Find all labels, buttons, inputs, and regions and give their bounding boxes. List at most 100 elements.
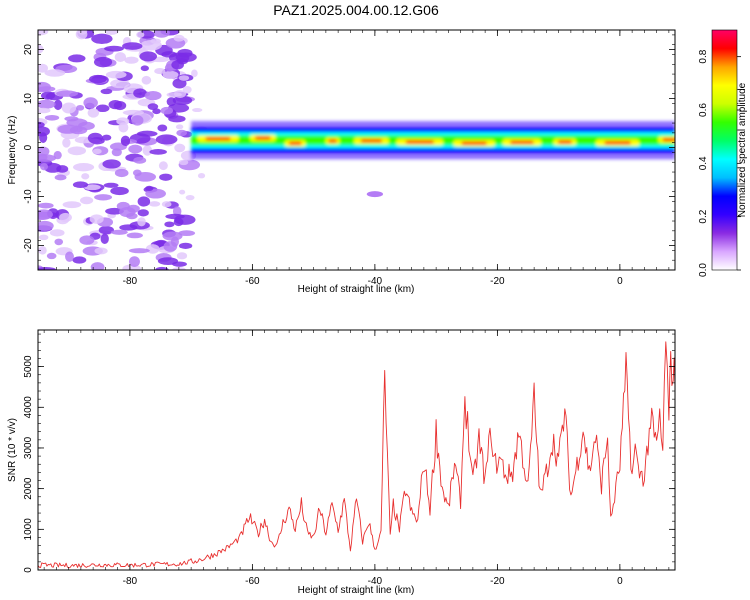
spectrogram-noise-blob: [38, 107, 51, 114]
spectrogram-noise-blob: [38, 234, 49, 241]
spectrogram-noise-blob: [80, 196, 94, 205]
snr-x-tick-label: -80: [123, 576, 138, 587]
signal-core-red: [254, 136, 271, 140]
snr-x-tick-label: -40: [368, 576, 383, 587]
spectrogram-noise-blob: [93, 56, 113, 68]
spectrogram-noise-blob: [139, 51, 158, 62]
spectrogram-noise-blob: [145, 188, 166, 199]
spectrogram-noise-blob: [128, 248, 150, 254]
spectrogram-noise-blob: [144, 90, 162, 101]
spectrogram-noise-blob: [173, 34, 185, 42]
spectrogram-noise-blob: [122, 42, 143, 50]
spectrogram-noise-blob: [128, 144, 143, 154]
spectrogram-noise-blob: [53, 99, 63, 111]
spectrogram-heatmap: [38, 30, 675, 270]
colorbar-ticks: 0.0 0.2 0.4 0.6 0.8: [698, 49, 741, 277]
spectrogram-x-tick-label: -60: [245, 276, 260, 287]
spectrogram-noise-blob: [38, 30, 49, 36]
spectrogram-noise-blob: [131, 115, 144, 126]
signal-core-red: [461, 141, 487, 145]
spectrogram-noise-blob: [182, 85, 192, 94]
spectrogram-noise-blob: [153, 30, 170, 38]
spectrogram-noise-blob: [176, 252, 188, 260]
spectrogram-noise-blob: [122, 109, 144, 116]
spectrogram-noise-blob: [38, 246, 47, 255]
spectrogram-noise-blob: [44, 162, 62, 173]
colorbar-tick-label: 0.0: [698, 263, 709, 277]
spectrogram-noise-blob: [178, 75, 190, 81]
colorbar-scale: [711, 29, 738, 271]
spectrogram-noise-blob: [38, 154, 57, 162]
spectrogram-y-tick-label: -20: [23, 238, 34, 253]
spectrogram-y-tick-label: 0: [23, 144, 34, 150]
snr-frame: [37, 329, 676, 571]
spectrogram-noise-blob: [44, 69, 66, 77]
spectrogram-noise-blob: [145, 185, 154, 191]
spectrogram-noise-blob: [72, 256, 87, 264]
spectrogram-noise-blob: [149, 148, 167, 155]
colorbar-tick-label: 0.4: [698, 156, 709, 170]
spectrogram-noise-blob: [178, 230, 196, 237]
snr-axes: -80 -60 -40 -20 0 0 1000 2000 3000 4000 5000: [23, 330, 675, 587]
spectrogram-noise-blob: [104, 30, 119, 35]
spectrogram-x-tick-label: -40: [368, 276, 383, 287]
spectrogram-noise-blob: [172, 95, 193, 105]
spectrogram-signal-band: [191, 121, 675, 160]
spectrogram-noise-blob: [83, 184, 101, 191]
spectrogram-noise-blob: [133, 156, 147, 164]
spectrogram-noise-blob: [62, 138, 71, 148]
snr-x-axis-label: Height of straight line (km): [298, 585, 415, 596]
spectrogram-noise-blob: [61, 102, 77, 114]
spectrogram-noise-blob: [81, 173, 90, 180]
signal-core-red: [205, 137, 231, 141]
spectrogram-noise-blob: [73, 162, 95, 172]
spectrogram-noise-blob: [89, 74, 107, 84]
spectrogram-noise-blob: [175, 124, 184, 130]
spectrogram-noise-blob: [163, 241, 178, 252]
spectrogram-noise-blob: [44, 114, 60, 121]
spectrogram-y-axis-label: Frequency (Hz): [7, 116, 18, 185]
spectrogram-noise-blob: [103, 182, 119, 188]
spectrogram-noise-blob: [141, 75, 152, 85]
spectrogram-noise-blob: [98, 225, 115, 235]
spectrogram-noise-blob: [132, 169, 142, 177]
spectrogram-noise-blob: [142, 145, 153, 156]
spectrogram-frame: [37, 29, 676, 271]
spectrogram-y-tick-label: -10: [23, 189, 34, 204]
spectrogram-noise-blob: [136, 31, 145, 38]
spectrogram-noise-blob: [116, 201, 130, 211]
spectrogram-noise-blob: [65, 251, 74, 262]
colorbar-tick-label: 0.8: [698, 49, 709, 63]
spectrogram-y-tick-label: 20: [23, 44, 34, 56]
snr-x-tick-label: -60: [245, 576, 260, 587]
spectrogram-x-tick-label: -20: [490, 276, 505, 287]
spectrogram-noise-blob: [137, 196, 151, 207]
spectrogram-noise-blob: [160, 106, 174, 115]
spectrogram-noise-blob: [119, 224, 138, 231]
spectrogram-noise-blob: [152, 108, 161, 115]
colorbar-label: Normalized spectral amplitude: [737, 82, 748, 217]
snr-y-tick-label: 0: [23, 567, 34, 573]
spectrogram-noise-blob: [158, 161, 168, 171]
spectrogram-noise-blob: [110, 186, 129, 196]
spectrogram-noise-blob: [171, 60, 184, 70]
spectrogram-noise-blob: [38, 266, 57, 270]
spectrogram-noise-blob: [155, 134, 178, 145]
spectrogram-axes: -80 -60 -40 -20 0 -20 -10 0 10 20: [23, 30, 675, 287]
spectrogram-noise-blob: [54, 174, 67, 181]
spectrogram-faint-spot: [366, 191, 383, 198]
snr-series-line: [38, 341, 675, 569]
spectrogram-x-tick-label: -80: [123, 276, 138, 287]
spectrogram-noise-blob: [118, 122, 129, 133]
spectrogram-noise-blob: [95, 104, 110, 113]
spectrogram-noise-blob: [87, 108, 100, 118]
spectrogram-noise-blob: [192, 108, 203, 113]
signal-core-red: [288, 141, 302, 145]
spectrogram-noise-blob: [120, 135, 131, 147]
spectrogram-noise-blob: [94, 247, 108, 255]
spectrogram-noise-blob: [168, 115, 186, 123]
spectrogram-noise-blob: [133, 88, 147, 98]
signal-core-red: [328, 139, 338, 143]
spectrogram-noise-blob: [110, 229, 128, 235]
spectrogram-noise-blob: [178, 242, 193, 249]
